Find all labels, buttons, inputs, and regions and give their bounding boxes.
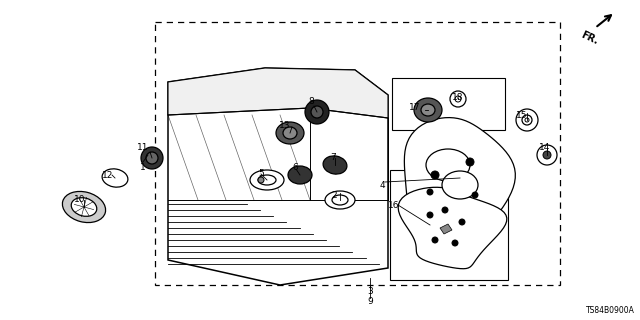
Text: TS84B0900A: TS84B0900A xyxy=(586,306,635,315)
Text: 15: 15 xyxy=(516,110,528,119)
Ellipse shape xyxy=(62,191,106,223)
Ellipse shape xyxy=(421,104,435,116)
Ellipse shape xyxy=(305,100,329,124)
Text: 16: 16 xyxy=(388,201,400,210)
Polygon shape xyxy=(440,224,452,234)
Ellipse shape xyxy=(323,156,347,174)
Text: FR.: FR. xyxy=(580,30,600,47)
Polygon shape xyxy=(168,68,388,285)
Ellipse shape xyxy=(537,145,557,165)
Text: 7: 7 xyxy=(330,154,336,163)
Ellipse shape xyxy=(332,195,348,205)
FancyBboxPatch shape xyxy=(392,78,505,130)
Ellipse shape xyxy=(325,191,355,209)
Circle shape xyxy=(459,219,465,225)
Ellipse shape xyxy=(450,91,466,107)
Circle shape xyxy=(452,240,458,246)
Circle shape xyxy=(543,151,551,159)
Ellipse shape xyxy=(426,149,470,181)
Circle shape xyxy=(427,189,433,195)
Ellipse shape xyxy=(311,106,323,118)
Text: 1: 1 xyxy=(140,163,146,172)
Ellipse shape xyxy=(250,170,284,190)
Text: 8: 8 xyxy=(308,98,314,107)
Ellipse shape xyxy=(71,198,97,216)
Ellipse shape xyxy=(283,127,297,139)
Circle shape xyxy=(427,212,433,218)
Polygon shape xyxy=(168,68,388,118)
Ellipse shape xyxy=(288,166,312,184)
Circle shape xyxy=(472,192,478,198)
Polygon shape xyxy=(398,187,507,269)
Ellipse shape xyxy=(276,122,304,144)
Text: 3: 3 xyxy=(367,287,373,297)
Text: 14: 14 xyxy=(540,143,550,153)
Ellipse shape xyxy=(442,171,478,199)
Text: 17: 17 xyxy=(409,102,420,111)
FancyBboxPatch shape xyxy=(390,170,508,280)
Polygon shape xyxy=(404,117,515,238)
Circle shape xyxy=(525,118,529,122)
Circle shape xyxy=(442,207,448,213)
Circle shape xyxy=(258,177,264,183)
Text: 10: 10 xyxy=(74,196,86,204)
Text: 2: 2 xyxy=(331,190,337,199)
Text: 12: 12 xyxy=(102,171,114,180)
Ellipse shape xyxy=(146,152,158,164)
Text: 11: 11 xyxy=(137,143,148,153)
Text: 18: 18 xyxy=(452,93,464,102)
Ellipse shape xyxy=(516,109,538,131)
Ellipse shape xyxy=(522,115,532,125)
Ellipse shape xyxy=(141,147,163,169)
Ellipse shape xyxy=(102,169,128,187)
Text: 13: 13 xyxy=(279,121,291,130)
Text: 6: 6 xyxy=(292,163,298,172)
Text: 4: 4 xyxy=(379,180,385,189)
Circle shape xyxy=(431,171,439,179)
Circle shape xyxy=(466,158,474,166)
Ellipse shape xyxy=(258,175,276,185)
Text: 5: 5 xyxy=(258,169,264,178)
Text: 9: 9 xyxy=(367,298,373,307)
Circle shape xyxy=(432,237,438,243)
Ellipse shape xyxy=(414,98,442,122)
Circle shape xyxy=(455,96,461,102)
